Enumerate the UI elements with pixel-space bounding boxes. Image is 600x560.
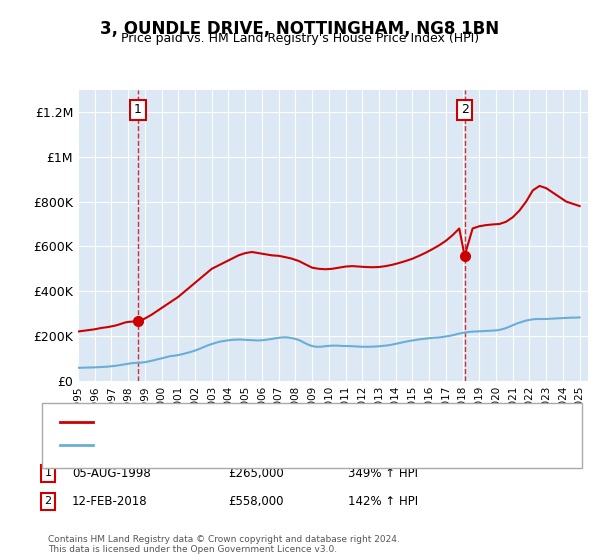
Text: 349% ↑ HPI: 349% ↑ HPI [348, 466, 418, 480]
Text: 3, OUNDLE DRIVE, NOTTINGHAM, NG8 1BN: 3, OUNDLE DRIVE, NOTTINGHAM, NG8 1BN [100, 20, 500, 38]
Text: 05-AUG-1998: 05-AUG-1998 [72, 466, 151, 480]
Text: 12-FEB-2018: 12-FEB-2018 [72, 494, 148, 508]
Text: HPI: Average price, detached house, City of Nottingham: HPI: Average price, detached house, City… [99, 440, 411, 450]
Text: 1: 1 [44, 468, 52, 478]
Text: 1: 1 [134, 104, 142, 116]
Text: Contains HM Land Registry data © Crown copyright and database right 2024.
This d: Contains HM Land Registry data © Crown c… [48, 535, 400, 554]
Text: £265,000: £265,000 [228, 466, 284, 480]
Text: £558,000: £558,000 [228, 494, 284, 508]
Text: 2: 2 [461, 104, 469, 116]
Text: Price paid vs. HM Land Registry's House Price Index (HPI): Price paid vs. HM Land Registry's House … [121, 32, 479, 45]
Text: 2: 2 [44, 496, 52, 506]
Text: 142% ↑ HPI: 142% ↑ HPI [348, 494, 418, 508]
Text: 3, OUNDLE DRIVE, NOTTINGHAM, NG8 1BN (detached house): 3, OUNDLE DRIVE, NOTTINGHAM, NG8 1BN (de… [99, 417, 440, 427]
